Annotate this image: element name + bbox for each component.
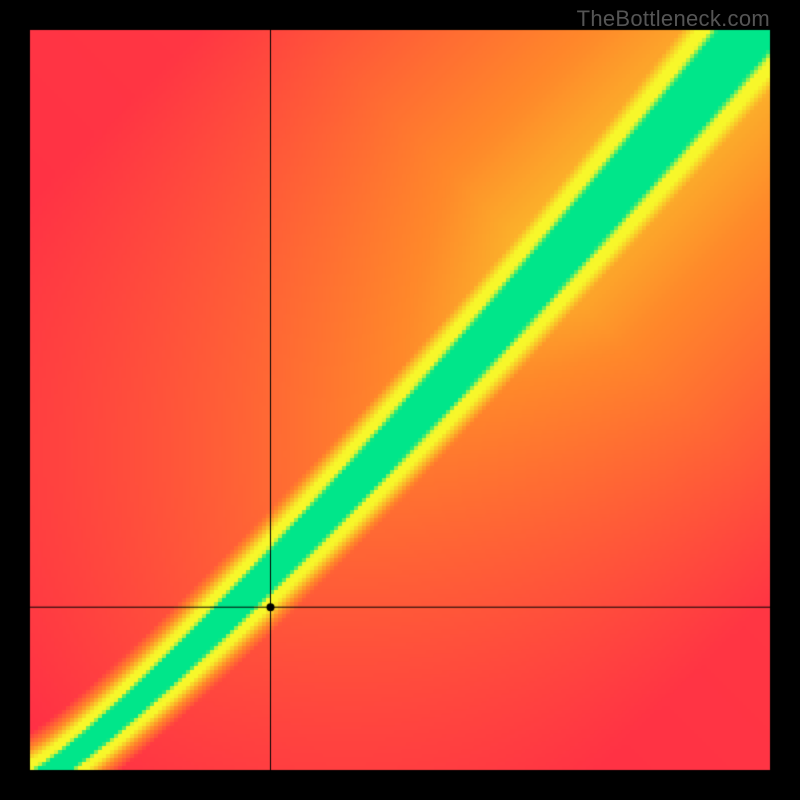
watermark-text: TheBottleneck.com [577, 6, 770, 32]
chart-container: TheBottleneck.com [0, 0, 800, 800]
bottleneck-heatmap-canvas [0, 0, 800, 800]
